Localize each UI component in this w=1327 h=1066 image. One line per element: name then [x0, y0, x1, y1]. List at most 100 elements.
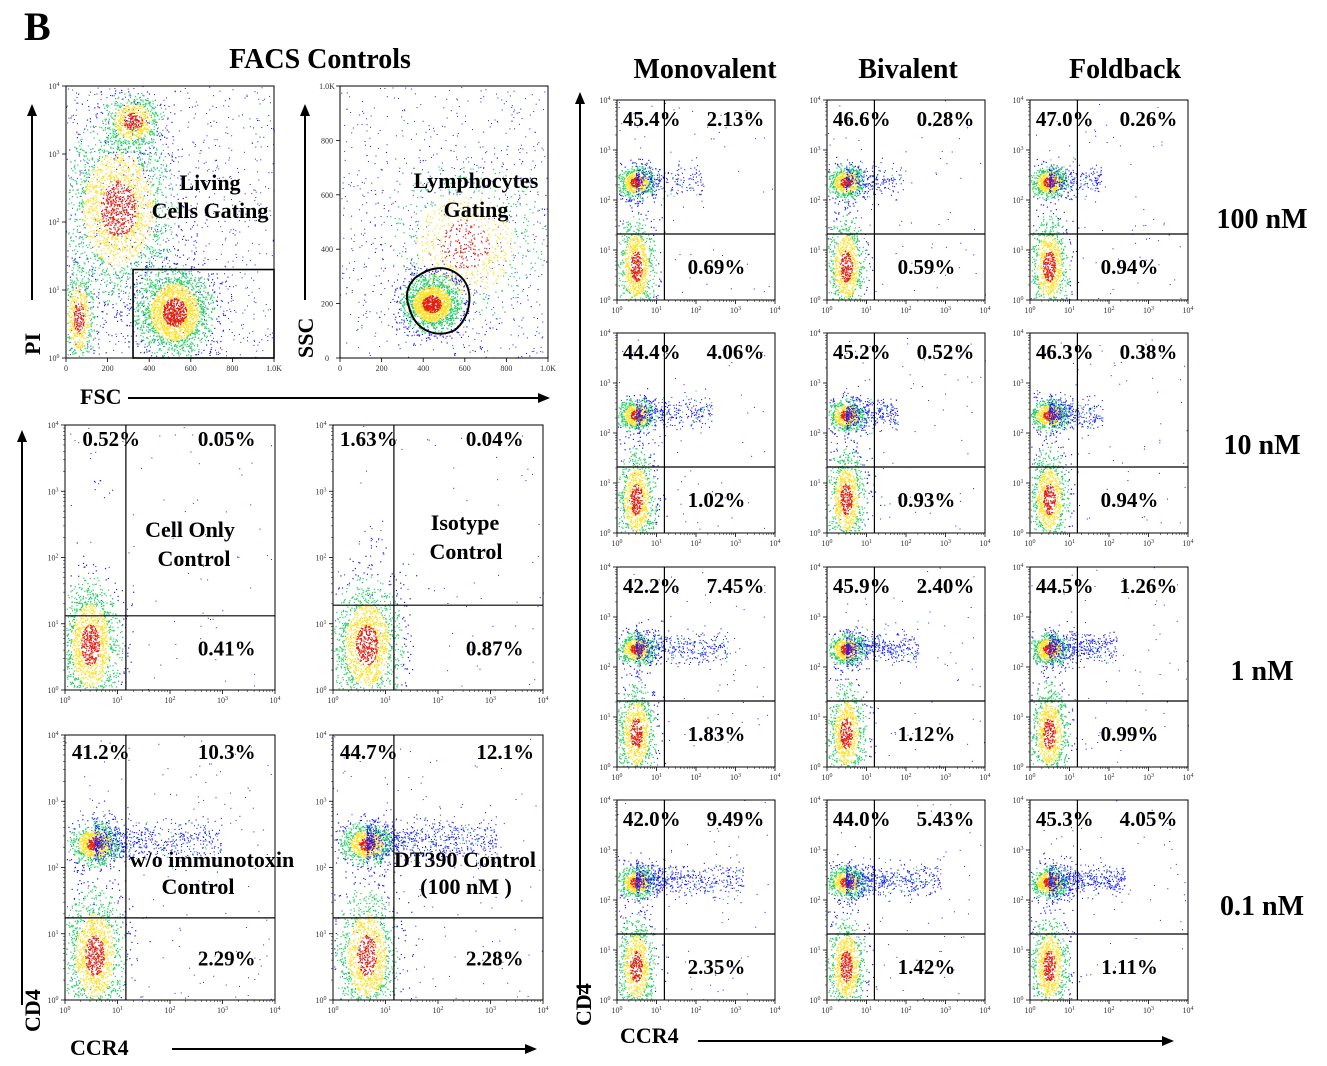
row-label-10nm: 10 nM	[1224, 430, 1301, 461]
grid-foldback-1nm-x-tick: 102	[1104, 773, 1115, 782]
lymphocytes-y-tick: 0	[325, 354, 329, 363]
dt390-y-tick: 102	[316, 864, 327, 873]
no-immunotoxin-x-tick: 101	[112, 1006, 123, 1015]
grid-monovalent-0p1nm-x-tick: 100	[612, 1006, 623, 1015]
grid-foldback-1nm-x-tick: 100	[1025, 773, 1036, 782]
grid-ccr4-label: CCR4	[620, 1023, 679, 1048]
plot-lymphocytes	[340, 87, 548, 359]
controls-ccr4-label: CCR4	[70, 1035, 129, 1060]
grid-foldback-100nm-y-tick: 102	[1013, 196, 1024, 205]
grid-monovalent-100nm-y-tick: 100	[600, 296, 611, 305]
grid-bivalent-0p1nm-y-tick: 104	[810, 796, 821, 805]
grid-bivalent-100nm-y-tick: 101	[810, 246, 821, 255]
grid-monovalent-10nm-x-tick: 104	[770, 539, 781, 548]
living-cells-x-tick: 600	[185, 364, 197, 373]
grid-bivalent-1nm-x-tick: 101	[861, 773, 872, 782]
living-cells-y-tick: 103	[49, 150, 60, 159]
grid-bivalent-0p1nm-x-tick: 101	[861, 1006, 872, 1015]
lymphocytes-y-tick: 400	[321, 245, 333, 254]
grid-monovalent-10nm-y-tick: 103	[600, 379, 611, 388]
grid-foldback-1nm-y-tick: 103	[1013, 613, 1024, 622]
cell-only-x-tick: 101	[112, 696, 123, 705]
grid-monovalent-1nm-x-tick: 104	[770, 773, 781, 782]
grid-foldback-0p1nm-x-tick: 100	[1025, 1006, 1036, 1015]
grid-bivalent-0p1nm-x-tick: 102	[901, 1006, 912, 1015]
grid-foldback-1nm-upper-right-percent: 1.26%	[1120, 574, 1178, 598]
isotype-annotation: Isotype	[431, 510, 500, 535]
cell-only-annotation: Control	[158, 546, 231, 571]
grid-monovalent-0p1nm-x-tick: 102	[691, 1006, 702, 1015]
grid-foldback-10nm-upper-right-percent: 0.38%	[1120, 340, 1178, 364]
lymphocytes-gate-label: Gating	[444, 197, 509, 222]
grid-monovalent-0p1nm-y-tick: 103	[600, 846, 611, 855]
grid-foldback-10nm-x-tick: 101	[1064, 539, 1075, 548]
grid-foldback-0p1nm-x-tick: 103	[1143, 1006, 1154, 1015]
cell-only-y-tick: 104	[48, 421, 59, 430]
grid-bivalent-100nm-x-tick: 101	[861, 306, 872, 315]
grid-monovalent-100nm-y-tick: 104	[600, 96, 611, 105]
grid-monovalent-100nm-lower-right-percent: 0.69%	[688, 255, 746, 279]
lymphocytes-noise	[340, 87, 548, 359]
grid-bivalent-0p1nm-upper-left-percent: 44.0%	[833, 807, 891, 831]
isotype-y-tick: 102	[316, 554, 327, 563]
isotype-y-tick: 100	[316, 686, 327, 695]
isotype-sparse-events	[365, 521, 385, 565]
column-header-bivalent: Bivalent	[858, 54, 958, 85]
grid-bivalent-1nm-y-tick: 104	[810, 563, 821, 572]
isotype-x-tick: 100	[328, 696, 339, 705]
grid-bivalent-0p1nm-y-tick: 102	[810, 896, 821, 905]
grid-foldback-0p1nm-x-tick: 102	[1104, 1006, 1115, 1015]
grid-foldback-0p1nm-negative-cluster	[1031, 907, 1082, 1000]
grid-bivalent-0p1nm-x-tick: 103	[940, 1006, 951, 1015]
grid-bivalent-10nm-y-tick: 102	[810, 429, 821, 438]
grid-monovalent-100nm-x-tick: 101	[651, 306, 662, 315]
living-cells-y-tick: 104	[49, 82, 60, 91]
grid-bivalent-1nm-x-tick: 102	[901, 773, 912, 782]
grid-monovalent-10nm-y-tick: 102	[600, 429, 611, 438]
grid-monovalent-1nm-negative-cluster	[618, 647, 666, 767]
lymphocytes-x-tick: 800	[500, 364, 512, 373]
grid-foldback-0p1nm-lower-right-percent: 1.11%	[1101, 955, 1158, 979]
grid-monovalent-0p1nm-x-tick: 101	[651, 1006, 662, 1015]
living-cells-gate-label: Living	[179, 170, 240, 195]
grid-monovalent-0p1nm-y-tick: 102	[600, 896, 611, 905]
lymphocytes-y-tick: 1.0K	[319, 82, 335, 91]
grid-foldback-100nm-x-tick: 100	[1025, 306, 1036, 315]
grid-foldback-1nm-x-tick: 103	[1143, 773, 1154, 782]
grid-monovalent-100nm-y-tick: 101	[600, 246, 611, 255]
grid-bivalent-100nm-y-tick: 104	[810, 96, 821, 105]
lymphocytes-x-tick: 1.0K	[540, 364, 556, 373]
lymphocytes-y-tick: 600	[321, 191, 333, 200]
grid-bivalent-0p1nm-y-tick: 103	[810, 846, 821, 855]
no-immunotoxin-x-tick: 104	[270, 1006, 281, 1015]
cell-only-upper-left-percent: 0.52%	[82, 427, 140, 451]
isotype-annotation: Control	[430, 539, 503, 564]
grid-bivalent-100nm-cd4-positive-cluster	[828, 157, 877, 209]
grid-foldback-100nm-y-tick: 104	[1013, 96, 1024, 105]
grid-foldback-1nm-upper-left-percent: 44.5%	[1036, 574, 1094, 598]
grid-foldback-0p1nm-upper-right-percent: 4.05%	[1120, 807, 1178, 831]
no-immunotoxin-upper-right-percent: 10.3%	[198, 740, 256, 764]
grid-monovalent-0p1nm-lower-right-percent: 2.35%	[688, 955, 746, 979]
grid-foldback-1nm-y-tick: 100	[1013, 763, 1024, 772]
grid-monovalent-10nm-lower-right-percent: 1.02%	[688, 488, 746, 512]
dt390-y-tick: 100	[316, 996, 327, 1005]
lymphocytes-gate-label: Lymphocytes	[414, 168, 539, 193]
grid-monovalent-10nm-y-tick: 101	[600, 479, 611, 488]
grid-foldback-10nm-x-tick: 104	[1183, 539, 1194, 548]
dt390-upper-right-percent: 12.1%	[476, 740, 534, 764]
grid-monovalent-100nm-ccr4-smear	[636, 157, 704, 207]
grid-monovalent-0p1nm-ccr4-smear	[636, 854, 744, 905]
grid-monovalent-100nm-x-tick: 100	[612, 306, 623, 315]
grid-monovalent-100nm-negative-cluster	[618, 198, 666, 300]
grid-foldback-10nm-x-tick: 103	[1143, 539, 1154, 548]
cell-only-annotation: Cell Only	[145, 517, 235, 542]
grid-foldback-100nm-y-tick: 101	[1013, 246, 1024, 255]
grid-monovalent-100nm-x-tick: 102	[691, 306, 702, 315]
living-cells-x-label: FSC	[80, 384, 122, 409]
no-immunotoxin-y-tick: 104	[48, 731, 59, 740]
grid-bivalent-10nm-negative-cluster	[828, 427, 881, 533]
grid-monovalent-1nm-x-tick: 102	[691, 773, 702, 782]
